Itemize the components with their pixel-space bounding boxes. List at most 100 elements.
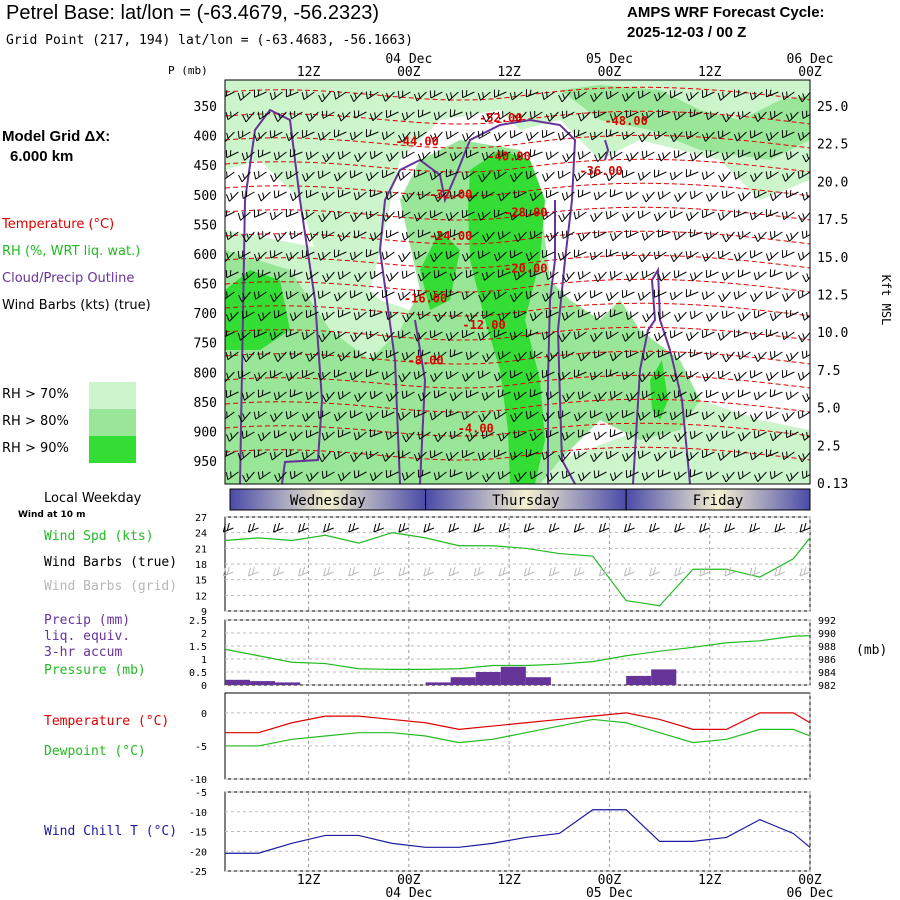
wind-barb: [689, 391, 703, 402]
wind-barb: [753, 430, 767, 439]
wind-barb: [589, 251, 603, 261]
barb-flag: [277, 190, 280, 197]
barb-staff: [350, 291, 363, 299]
wind-barb: [497, 191, 511, 202]
wind-barb: [594, 271, 607, 282]
barb-flag: [434, 372, 437, 379]
wind-barb: [434, 191, 447, 202]
barb-flag: [327, 522, 331, 531]
wind-barb: [558, 451, 571, 463]
barb-flag: [449, 431, 452, 439]
wind-barb: [413, 251, 427, 260]
barb-flag: [406, 270, 408, 277]
barb-flag: [422, 152, 425, 159]
wind-barb: [609, 471, 623, 482]
wind-barb: [301, 291, 315, 302]
barb-flag: [353, 110, 356, 119]
barb-staff: [736, 371, 747, 382]
barb-flag: [222, 567, 226, 577]
wind-barb: [802, 151, 810, 163]
wind-panel-ytick: 12: [195, 591, 207, 602]
barb-flag: [525, 449, 528, 457]
barb-flag: [785, 272, 789, 280]
wind-barb: [461, 210, 475, 219]
legend-cloud: Cloud/Precip Outline: [2, 271, 135, 286]
barb-flag: [806, 311, 808, 318]
barb-flag: [742, 432, 745, 439]
barb-flag: [674, 252, 677, 259]
wind-barb: [781, 451, 795, 461]
grid-wind-barb: [548, 566, 560, 577]
barb-flag: [609, 151, 612, 159]
wind-barb: [717, 451, 731, 461]
precip-bar: [450, 677, 476, 685]
barb-flag: [482, 130, 484, 137]
barb-flag: [341, 429, 344, 436]
wind-barb: [477, 211, 491, 221]
barb-flag: [774, 230, 776, 237]
barb-staff: [270, 131, 283, 139]
barb-flag: [402, 434, 407, 443]
barb-flag: [517, 430, 520, 437]
wind-barb: [718, 171, 731, 183]
barb-staff: [338, 431, 351, 438]
barb-flag: [518, 232, 521, 239]
barb-flag: [769, 329, 772, 336]
barb-flag: [349, 372, 353, 381]
wind-barb: [558, 211, 571, 223]
barb-staff: [259, 111, 271, 120]
barb-flag: [733, 373, 738, 382]
wind-barb: [257, 471, 271, 480]
barb-flag: [685, 289, 688, 297]
barb-flag: [229, 270, 232, 276]
barb-flag: [577, 309, 580, 318]
barb-staff: [805, 391, 810, 403]
barb-flag: [662, 152, 665, 159]
wind-barb: [545, 231, 559, 242]
barb-flag: [685, 409, 688, 417]
wind-barb: [465, 471, 479, 481]
barb-staff: [385, 211, 395, 222]
wind-barb: [321, 470, 335, 479]
barb-flag: [305, 370, 308, 376]
wind-barb: [318, 91, 331, 103]
wind-barb: [337, 391, 351, 400]
barb-staff: [740, 191, 751, 202]
barb-flag: [717, 92, 721, 101]
barb-flag: [493, 133, 498, 142]
barb-flag: [477, 332, 481, 341]
barb-flag: [397, 90, 400, 99]
rh-shading-area: [420, 230, 460, 310]
barb-flag: [466, 252, 469, 259]
barb-staff: [225, 371, 235, 382]
wind-barb: [274, 231, 287, 242]
barb-flag: [445, 289, 448, 297]
barb-flag: [242, 370, 244, 377]
barb-flag: [710, 351, 712, 358]
barb-flag: [773, 389, 776, 396]
barb-flag: [529, 89, 532, 96]
barb-flag: [502, 566, 506, 575]
barb-staff: [321, 91, 331, 103]
wind-barb: [769, 311, 783, 322]
wind-barb: [397, 291, 411, 301]
barb-flag: [669, 450, 672, 459]
barb-staff: [322, 231, 335, 239]
barb-flag: [799, 523, 803, 533]
barb-flag: [413, 251, 417, 260]
barb-flag: [726, 151, 728, 158]
barb-flag: [689, 289, 692, 296]
barb-flag: [354, 332, 357, 339]
wind-barb: [401, 150, 415, 159]
wind-barb: [573, 211, 587, 220]
barb-flag: [658, 212, 661, 219]
barb-staff: [305, 171, 315, 182]
barb-flag: [353, 170, 356, 177]
barb-staff: [734, 211, 747, 218]
barb-flag: [433, 472, 437, 481]
barb-flag: [353, 350, 356, 359]
wind-barb: [274, 471, 287, 482]
barb-flag: [301, 250, 304, 258]
barb-flag: [749, 332, 753, 341]
barb-staff: [590, 291, 603, 299]
